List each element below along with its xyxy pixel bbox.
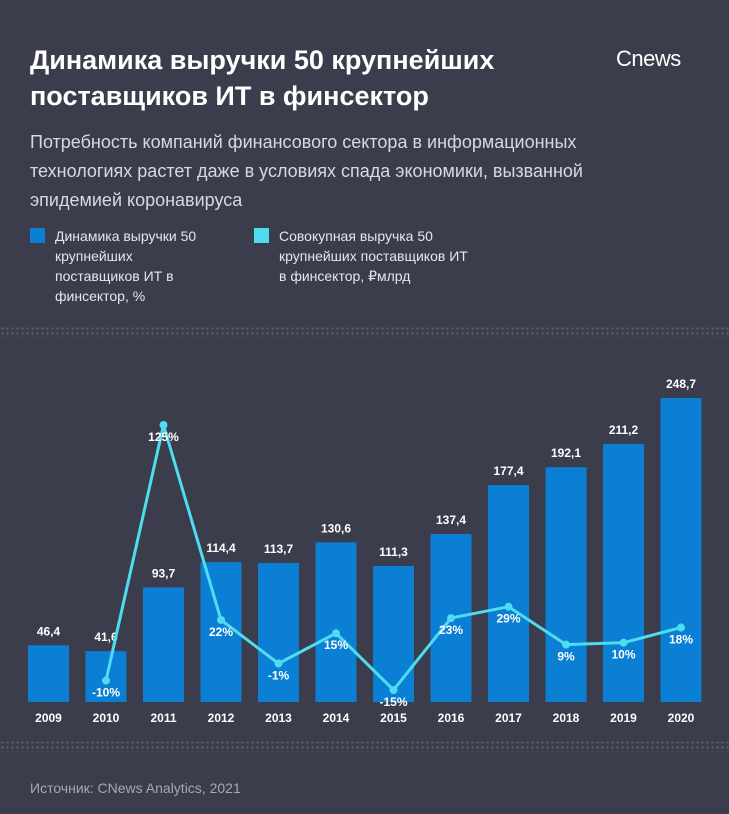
growth-label-2015: -15% [379, 695, 407, 709]
bar-label-2018: 192,1 [551, 446, 581, 460]
bar-label-2009: 46,4 [37, 624, 61, 638]
growth-point-2017 [504, 602, 513, 611]
x-tick-2009: 2009 [35, 711, 62, 725]
bar-label-2020: 248,7 [666, 377, 696, 391]
x-tick-2020: 2020 [668, 711, 695, 725]
x-tick-2019: 2019 [610, 711, 637, 725]
x-tick-2018: 2018 [553, 711, 580, 725]
dotted-divider-bottom [0, 740, 729, 752]
growth-point-2012 [217, 615, 225, 624]
bar-2017 [488, 485, 529, 702]
cnews-logo: Cnews [616, 46, 681, 71]
x-tick-2012: 2012 [208, 711, 235, 725]
bar-2013 [258, 563, 299, 702]
dotted-divider-top [0, 326, 729, 338]
growth-label-2018: 9% [557, 650, 575, 664]
legend-swatch-growth [30, 228, 45, 243]
bar-label-2011: 93,7 [152, 566, 176, 580]
x-tick-2010: 2010 [93, 711, 120, 725]
bar-2020 [660, 398, 702, 702]
bar-label-2013: 113,7 [264, 542, 294, 556]
growth-label-2013: -1% [268, 669, 290, 683]
growth-label-2010: -10% [92, 686, 120, 700]
growth-point-2015 [389, 686, 398, 694]
source-note: Источник: CNews Analytics, 2021 [30, 780, 241, 796]
growth-label-2016: 23% [439, 623, 463, 637]
x-tick-2011: 2011 [150, 711, 176, 725]
x-tick-2014: 2014 [323, 711, 350, 725]
bar-2011 [143, 587, 184, 702]
growth-point-2019 [619, 638, 628, 647]
growth-point-2011 [159, 421, 168, 429]
x-tick-2017: 2017 [495, 711, 522, 725]
growth-label-2020: 18% [669, 633, 693, 647]
bar-2015 [373, 565, 414, 702]
legend-item-revenue: Совокупная выручка 50 крупнейших поставщ… [254, 226, 469, 286]
bar-2018 [545, 467, 587, 702]
legend-label-growth: Динамика выручки 50 крупнейших поставщик… [55, 228, 197, 304]
chart-title: Динамика выручки 50 крупнейших поставщик… [30, 45, 495, 111]
bar-2014 [315, 542, 357, 702]
growth-label-2017: 29% [496, 612, 520, 626]
bar-label-2010: 41,6 [94, 630, 118, 644]
bar-label-2019: 211,2 [609, 423, 639, 437]
chart-subtitle: Потребность компаний финансового сектора… [30, 132, 583, 210]
revenue-chart: 46,4 2009 41,6 2010 93,7 2011 114,4 2012 113,7 20… [28, 377, 702, 725]
x-tick-2015: 2015 [380, 711, 407, 725]
x-tick-2016: 2016 [438, 711, 465, 725]
bar-label-2016: 137,4 [436, 513, 466, 527]
bar-2009 [28, 645, 69, 702]
bar-label-2015: 111,3 [379, 545, 408, 559]
bar-label-2017: 177,4 [493, 464, 523, 478]
growth-label-2014: 15% [324, 638, 348, 652]
bar-label-2014: 130,6 [321, 521, 351, 535]
growth-point-2020 [677, 623, 685, 632]
growth-point-2010 [102, 676, 110, 685]
bar-label-2012: 114,4 [206, 541, 236, 555]
growth-label-2012: 22% [209, 625, 233, 639]
growth-point-2013 [274, 659, 283, 668]
bar-2019 [603, 443, 644, 702]
growth-point-2018 [562, 640, 570, 649]
legend-label-revenue: Совокупная выручка 50 крупнейших поставщ… [279, 228, 468, 284]
x-tick-2013: 2013 [265, 711, 292, 725]
growth-label-2011: 125% [148, 430, 179, 444]
growth-point-2016 [447, 614, 455, 623]
legend-swatch-revenue [254, 228, 269, 243]
legend-item-growth: Динамика выручки 50 крупнейших поставщик… [30, 226, 220, 306]
growth-label-2019: 10% [611, 648, 635, 662]
growth-point-2014 [332, 629, 340, 638]
